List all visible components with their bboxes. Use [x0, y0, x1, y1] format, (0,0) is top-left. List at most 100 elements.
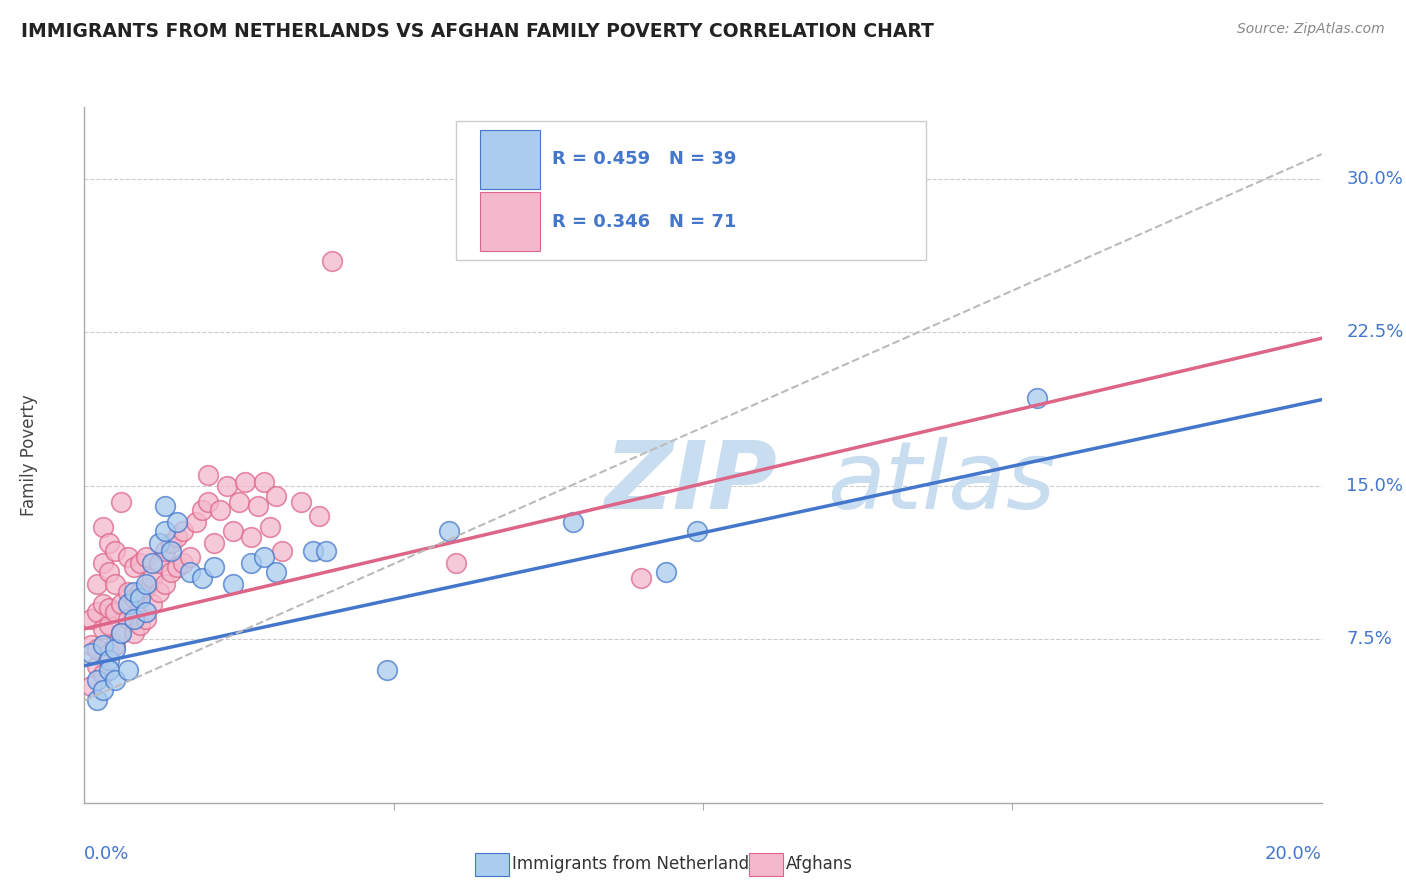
- Point: [264, 489, 287, 503]
- Point: [98, 601, 121, 615]
- Point: [117, 597, 139, 611]
- Point: [1026, 391, 1049, 405]
- Point: [104, 638, 127, 652]
- Point: [79, 647, 101, 661]
- Point: [141, 571, 163, 585]
- Point: [135, 581, 157, 595]
- FancyBboxPatch shape: [456, 121, 925, 260]
- FancyBboxPatch shape: [481, 129, 540, 189]
- Point: [122, 626, 145, 640]
- FancyBboxPatch shape: [481, 193, 540, 252]
- Point: [246, 499, 269, 513]
- Point: [321, 253, 343, 268]
- Point: [86, 658, 108, 673]
- Point: [240, 557, 263, 571]
- Point: [153, 544, 176, 558]
- Point: [110, 626, 132, 640]
- Point: [308, 509, 330, 524]
- Point: [135, 606, 157, 620]
- Text: ZIP: ZIP: [605, 437, 778, 529]
- Point: [86, 693, 108, 707]
- Point: [153, 577, 176, 591]
- Point: [160, 536, 183, 550]
- Point: [172, 524, 194, 538]
- Point: [117, 663, 139, 677]
- Point: [439, 524, 461, 538]
- Point: [302, 544, 325, 558]
- Point: [135, 550, 157, 565]
- Point: [655, 565, 678, 579]
- Point: [129, 617, 152, 632]
- Text: Immigrants from Netherlands: Immigrants from Netherlands: [512, 855, 758, 873]
- Point: [222, 577, 245, 591]
- Point: [86, 577, 108, 591]
- Point: [148, 585, 170, 599]
- Point: [209, 503, 232, 517]
- Point: [197, 495, 219, 509]
- Point: [117, 585, 139, 599]
- Point: [117, 550, 139, 565]
- Text: 22.5%: 22.5%: [1347, 323, 1403, 341]
- Point: [129, 585, 152, 599]
- Point: [122, 560, 145, 574]
- Text: 20.0%: 20.0%: [1265, 845, 1322, 863]
- Point: [377, 663, 399, 677]
- Point: [222, 524, 245, 538]
- Point: [110, 626, 132, 640]
- Point: [259, 519, 281, 533]
- Point: [79, 612, 101, 626]
- Text: 15.0%: 15.0%: [1347, 476, 1403, 495]
- Text: atlas: atlas: [827, 437, 1054, 528]
- Point: [215, 478, 238, 492]
- Point: [202, 536, 225, 550]
- Point: [166, 560, 188, 574]
- Point: [191, 571, 214, 585]
- Point: [98, 647, 121, 661]
- Point: [79, 679, 101, 693]
- Point: [148, 557, 170, 571]
- Point: [153, 524, 176, 538]
- Point: [202, 560, 225, 574]
- Text: 7.5%: 7.5%: [1347, 630, 1392, 648]
- Point: [86, 673, 108, 687]
- Text: R = 0.459   N = 39: R = 0.459 N = 39: [553, 150, 737, 169]
- Point: [98, 536, 121, 550]
- Text: Family Poverty: Family Poverty: [20, 394, 38, 516]
- Point: [444, 557, 467, 571]
- Point: [240, 530, 263, 544]
- Point: [104, 606, 127, 620]
- Point: [141, 557, 163, 571]
- Point: [470, 237, 492, 252]
- Point: [191, 503, 214, 517]
- Point: [253, 475, 276, 489]
- Point: [86, 606, 108, 620]
- Point: [271, 544, 294, 558]
- Text: R = 0.346   N = 71: R = 0.346 N = 71: [553, 213, 737, 231]
- Point: [91, 638, 114, 652]
- Point: [86, 642, 108, 657]
- Point: [79, 638, 101, 652]
- Point: [166, 530, 188, 544]
- Point: [91, 519, 114, 533]
- Point: [160, 565, 183, 579]
- Text: 0.0%: 0.0%: [84, 845, 129, 863]
- Point: [129, 591, 152, 606]
- Point: [122, 585, 145, 599]
- Text: Afghans: Afghans: [786, 855, 853, 873]
- Point: [91, 666, 114, 681]
- Point: [110, 597, 132, 611]
- Point: [179, 550, 201, 565]
- Point: [148, 536, 170, 550]
- Point: [117, 612, 139, 626]
- Point: [166, 516, 188, 530]
- Point: [562, 516, 585, 530]
- Point: [160, 544, 183, 558]
- Point: [91, 597, 114, 611]
- Point: [91, 683, 114, 698]
- Point: [98, 617, 121, 632]
- Point: [104, 642, 127, 657]
- Point: [228, 495, 250, 509]
- Point: [179, 565, 201, 579]
- Point: [91, 557, 114, 571]
- Point: [122, 612, 145, 626]
